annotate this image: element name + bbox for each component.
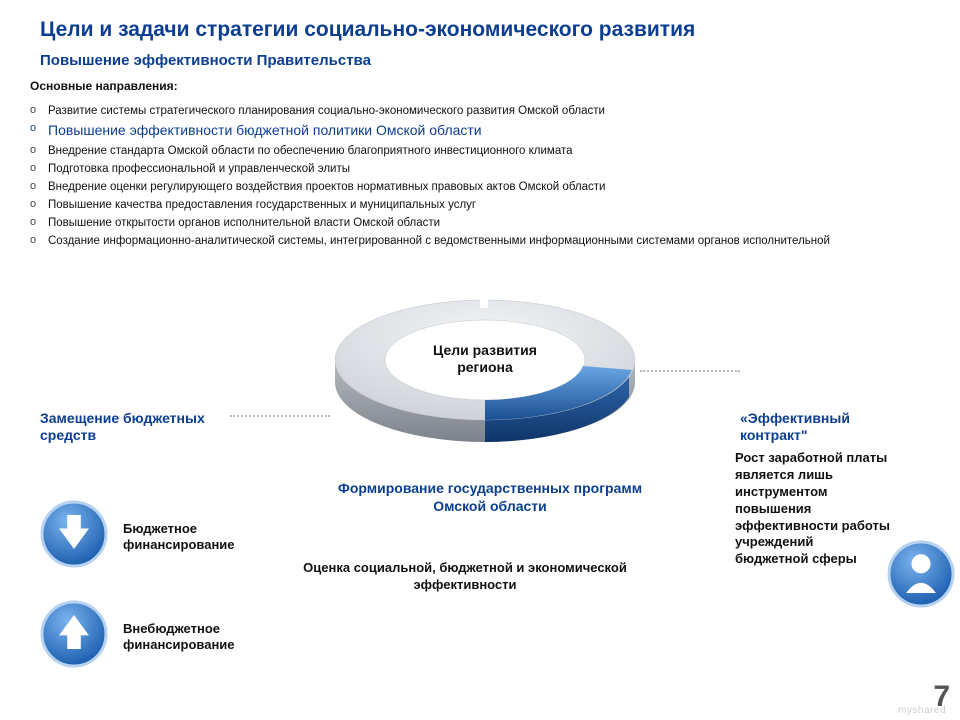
dotted-connector-right [640, 370, 740, 372]
bottom-blue-label: Формирование государственных программ Ом… [325, 480, 655, 515]
dotted-connector-left [230, 415, 330, 417]
watermark: myshared [898, 705, 946, 716]
icon-label-extrabudget: Внебюджетное финансирование [123, 621, 263, 652]
right-paragraph: Рост заработной платы является лишь инст… [735, 450, 890, 568]
icon-row-budget: Бюджетное финансирование [40, 500, 263, 573]
bullet-item: Внедрение стандарта Омской области по об… [30, 143, 930, 159]
page-title: Цели и задачи стратегии социально-эконом… [0, 0, 960, 42]
directions-label: Основные направления: [0, 79, 960, 103]
icon-label-budget: Бюджетное финансирование [123, 521, 263, 552]
page-subtitle: Повышение эффективности Правительства [0, 42, 960, 79]
bullet-item: Внедрение оценки регулирующего воздейств… [30, 179, 930, 195]
bullet-list: Развитие системы стратегического планиро… [0, 103, 960, 249]
label-left: Замещение бюджетных средств [40, 410, 220, 444]
label-right: «Эффективный контракт" [740, 410, 900, 444]
arrow-down-icon [40, 500, 108, 573]
bullet-item: Создание информационно-аналитической сис… [30, 233, 930, 249]
bullet-item: Повышение эффективности бюджетной полити… [30, 121, 930, 141]
bottom-sub-label: Оценка социальной, бюджетной и экономиче… [300, 560, 630, 594]
diagram-area: Цели развития региона Замещение бюджетны… [0, 280, 960, 720]
arrow-up-icon [40, 600, 108, 673]
bullet-item: Повышение открытости органов исполнитель… [30, 215, 930, 231]
ring-chart: Цели развития региона [320, 280, 650, 480]
bullet-item: Повышение качества предоставления госуда… [30, 197, 930, 213]
ring-center-label: Цели развития региона [415, 342, 555, 376]
person-icon [887, 540, 955, 613]
icon-row-extrabudget: Внебюджетное финансирование [40, 600, 263, 673]
bullet-item: Подготовка профессиональной и управленче… [30, 161, 930, 177]
bullet-item: Развитие системы стратегического планиро… [30, 103, 930, 119]
